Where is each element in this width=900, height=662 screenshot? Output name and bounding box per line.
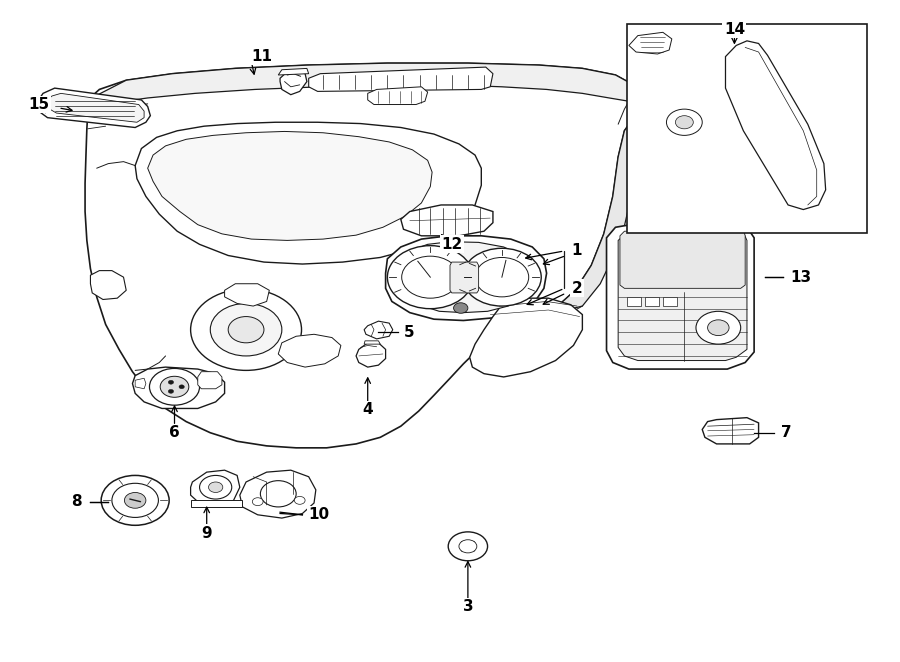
Polygon shape (37, 88, 150, 128)
Circle shape (696, 311, 741, 344)
Circle shape (149, 369, 200, 405)
Polygon shape (607, 220, 754, 369)
Circle shape (387, 246, 473, 308)
Text: 15: 15 (28, 97, 50, 112)
Circle shape (675, 116, 693, 129)
Text: 3: 3 (463, 599, 473, 614)
Circle shape (260, 481, 296, 507)
Text: 14: 14 (724, 22, 745, 36)
Polygon shape (135, 378, 146, 389)
Text: 4: 4 (363, 402, 373, 417)
Circle shape (463, 248, 541, 306)
Text: 2: 2 (572, 281, 582, 296)
Polygon shape (702, 418, 759, 444)
Polygon shape (627, 24, 867, 232)
Text: 5: 5 (403, 325, 414, 340)
Polygon shape (280, 70, 307, 95)
Polygon shape (191, 500, 242, 507)
Polygon shape (225, 284, 269, 306)
Circle shape (475, 258, 528, 297)
Circle shape (459, 540, 477, 553)
Circle shape (168, 380, 174, 384)
Circle shape (209, 482, 223, 493)
Circle shape (294, 496, 305, 504)
Circle shape (252, 498, 263, 506)
Text: 11: 11 (251, 49, 273, 64)
Circle shape (229, 316, 264, 343)
Polygon shape (450, 262, 479, 293)
Polygon shape (86, 63, 640, 448)
Polygon shape (368, 87, 428, 105)
Polygon shape (198, 371, 222, 389)
Polygon shape (645, 297, 660, 306)
Circle shape (124, 493, 146, 508)
Polygon shape (725, 41, 825, 210)
Circle shape (454, 303, 468, 313)
Polygon shape (364, 321, 392, 339)
Circle shape (200, 475, 232, 499)
Polygon shape (191, 470, 239, 507)
Circle shape (448, 532, 488, 561)
Polygon shape (239, 470, 316, 518)
Circle shape (707, 320, 729, 336)
Polygon shape (364, 341, 380, 344)
Polygon shape (385, 236, 546, 320)
Polygon shape (46, 93, 144, 122)
Circle shape (401, 256, 459, 298)
Polygon shape (309, 67, 493, 91)
Polygon shape (663, 297, 677, 306)
Text: 10: 10 (309, 507, 329, 522)
Polygon shape (135, 122, 482, 264)
Polygon shape (400, 205, 493, 236)
Polygon shape (278, 68, 309, 75)
Polygon shape (396, 242, 530, 312)
Circle shape (191, 289, 302, 370)
Circle shape (160, 376, 189, 397)
Text: 13: 13 (790, 269, 811, 285)
Circle shape (168, 389, 174, 393)
Polygon shape (87, 63, 640, 107)
Circle shape (211, 303, 282, 356)
Polygon shape (356, 343, 385, 367)
Polygon shape (148, 132, 432, 240)
Text: 6: 6 (169, 425, 180, 440)
Circle shape (179, 385, 184, 389)
Polygon shape (132, 367, 225, 408)
Polygon shape (470, 298, 582, 377)
Polygon shape (627, 297, 642, 306)
Text: 8: 8 (71, 494, 82, 509)
Polygon shape (90, 271, 126, 299)
Polygon shape (535, 98, 640, 318)
Circle shape (101, 475, 169, 526)
Text: 12: 12 (441, 237, 463, 252)
Text: 7: 7 (781, 425, 792, 440)
Polygon shape (278, 334, 341, 367)
Circle shape (667, 109, 702, 136)
Polygon shape (629, 32, 671, 54)
Text: 1: 1 (572, 244, 582, 258)
Polygon shape (618, 226, 747, 361)
Text: 9: 9 (202, 526, 212, 541)
Polygon shape (620, 229, 745, 289)
Circle shape (112, 483, 158, 518)
